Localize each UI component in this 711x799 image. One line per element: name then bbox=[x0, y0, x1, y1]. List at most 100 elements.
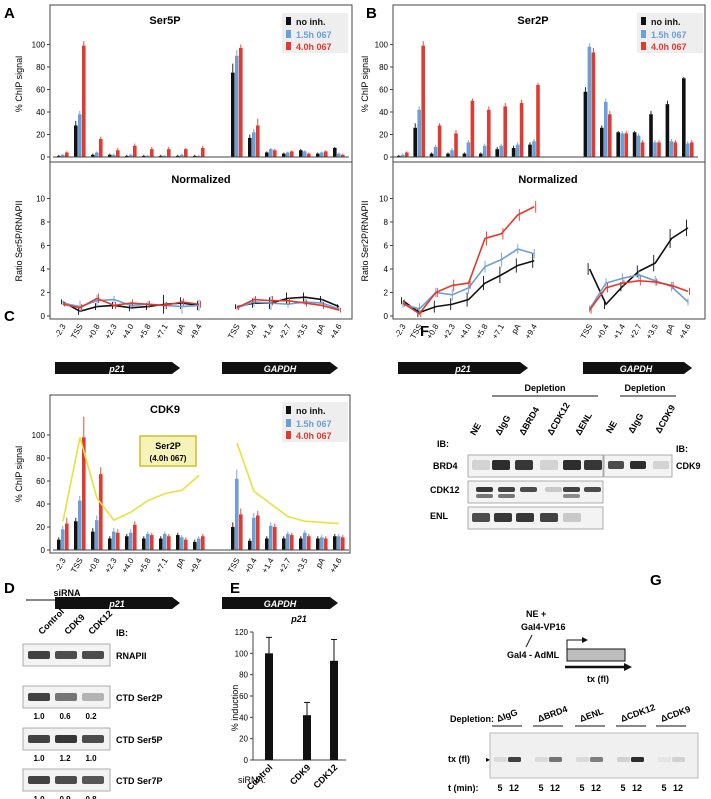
y-tick-label: 2 bbox=[41, 289, 46, 298]
bar-4-0h-067-+9.4 bbox=[201, 536, 205, 550]
x-tick-label: TSS bbox=[69, 557, 85, 575]
lane-label: CDK12 bbox=[86, 608, 114, 636]
legend-swatch-4-0h bbox=[286, 42, 291, 50]
blot-band bbox=[55, 776, 77, 784]
construct-label: Gal4 - AdML bbox=[507, 650, 560, 660]
gel-band bbox=[658, 757, 671, 762]
bar-4-0h-067-+5.8 bbox=[150, 535, 154, 550]
gel-band bbox=[672, 757, 685, 762]
x-tick-label: +3.5 bbox=[644, 322, 660, 341]
bar-no-inh--+7.1 bbox=[159, 155, 163, 157]
bar-no-inh--+1.4 bbox=[265, 152, 269, 157]
y-tick-label: 8 bbox=[384, 218, 389, 227]
bar-1-5h-067-+3.5 bbox=[303, 151, 307, 157]
bar-no-inh--+9.4 bbox=[193, 541, 197, 550]
bar-4-0h-067-+1.4 bbox=[624, 133, 628, 157]
x-tick-label: +2.3 bbox=[441, 322, 457, 341]
gel-tx-label: tx (fl) bbox=[448, 754, 470, 764]
panel-letter-e: E bbox=[230, 580, 240, 597]
gel-tx-arrow: ▸ bbox=[486, 755, 490, 764]
panel-c-frame bbox=[49, 394, 351, 554]
bar-no-inh--+9.4 bbox=[193, 155, 197, 157]
lane-label: ΔCDK9 bbox=[653, 403, 677, 435]
bar-no-inh--+0.4 bbox=[248, 137, 252, 157]
bar-control bbox=[265, 653, 273, 760]
panel-a-top-ylabel: % ChIP signal bbox=[14, 56, 24, 112]
panel-b-bottom-plot: 0 2 4 6 8 10 bbox=[379, 195, 690, 321]
gel-band bbox=[563, 460, 581, 470]
legend-swatch-4-0h bbox=[641, 42, 646, 50]
bar-1-5h-067-TSS bbox=[78, 114, 82, 157]
legend-swatch-1-5h bbox=[286, 419, 291, 427]
gel-band bbox=[498, 494, 515, 498]
legend-box bbox=[637, 13, 703, 53]
x-tick-label: +3.5 bbox=[294, 556, 310, 575]
bar-1-5h-067-TSS bbox=[587, 46, 592, 157]
time-value: 5 bbox=[497, 783, 502, 793]
bar-1-5h-067-+4.6 bbox=[337, 153, 341, 157]
gel-band bbox=[472, 460, 490, 470]
bar-4-0h-067-+4.6 bbox=[341, 154, 345, 157]
bar-1-5h-067-+9.4 bbox=[197, 155, 201, 157]
legend-swatch-no-inh bbox=[641, 17, 646, 25]
bar-no-inh--+2.7 bbox=[282, 538, 286, 550]
panel-letter-b: B bbox=[366, 5, 377, 22]
bar-1-5h-067-+0.8 bbox=[95, 520, 99, 550]
bar-1-5h-067-+1.4 bbox=[620, 133, 624, 157]
panel-b-legend: no inh. 1.5h 067 4.0h 067 bbox=[637, 13, 703, 53]
bar-4-0h-067-+4.0 bbox=[470, 100, 475, 157]
panel-b-gene-bars: p21 GAPDH bbox=[398, 362, 692, 374]
bar-1-5h-067-pA bbox=[320, 152, 324, 157]
bar-4-0h-067-pA bbox=[324, 538, 328, 550]
depletion-label: Depletion: bbox=[450, 714, 494, 724]
bar-no-inh--+3.5 bbox=[299, 538, 303, 550]
gel-band bbox=[631, 757, 644, 762]
bar-no-inh--pA bbox=[176, 535, 180, 550]
ib-label-left: IB: bbox=[437, 439, 449, 449]
gel-band bbox=[476, 487, 493, 492]
gene-bar-gapdh bbox=[222, 597, 338, 609]
line-4-0h-067 bbox=[588, 279, 689, 311]
x-tick-label: +0.8 bbox=[86, 322, 102, 341]
bar-1-5h-067-+2.7 bbox=[286, 533, 290, 550]
bar-4-0h-067--2.3 bbox=[405, 152, 409, 157]
depletion-header-right: Depletion bbox=[624, 383, 665, 393]
bar-no-inh--+2.7 bbox=[632, 132, 637, 157]
panel-c: CDK9 % ChIP signal 0 20 40 60 80 100 no inh. … bbox=[14, 394, 351, 609]
bar-4-0h-067-+0.4 bbox=[256, 515, 260, 550]
bar-1-5h-067--2.3 bbox=[61, 529, 65, 550]
bar-no-inh--+0.4 bbox=[248, 540, 252, 550]
binding-arrow bbox=[525, 634, 533, 648]
bar-no-inh--+0.8 bbox=[91, 531, 95, 550]
bar-4-0h-067-+5.8 bbox=[150, 149, 154, 157]
gene-label-gapdh: GAPDH bbox=[264, 599, 297, 609]
ser2p-overlay-line bbox=[62, 437, 200, 522]
line-no-inh- bbox=[588, 227, 689, 306]
panel-c-plot: 0 20 40 60 80 100 bbox=[32, 416, 349, 555]
blot-band bbox=[82, 776, 104, 784]
bar-1-5h-067-+7.1 bbox=[163, 533, 167, 550]
bar-4-0h-067-+7.1 bbox=[503, 106, 507, 157]
quant-value: 0.9 bbox=[59, 795, 71, 799]
bar-no-inh--+5.8 bbox=[142, 155, 146, 157]
y-tick-label: 10 bbox=[379, 195, 388, 204]
y-tick-label: 120 bbox=[235, 628, 249, 637]
group-label: ΔIgG bbox=[495, 707, 519, 724]
bar-4-0h-067--2.3 bbox=[65, 152, 69, 157]
gel-band bbox=[563, 494, 580, 498]
bar-4-0h-067-+2.7 bbox=[640, 142, 645, 157]
legend-label-4-0h: 4.0h 067 bbox=[651, 42, 687, 52]
bar-cdk12 bbox=[330, 660, 338, 760]
time-value: 5 bbox=[579, 783, 584, 793]
bar-4-0h-067-+0.8 bbox=[437, 125, 442, 157]
y-tick-label: 20 bbox=[379, 131, 388, 140]
time-label: t (min): bbox=[448, 783, 479, 793]
y-tick-label: 4 bbox=[384, 265, 389, 274]
panel-a-bottom-plot: 0 2 4 6 8 10 bbox=[36, 195, 341, 321]
group-label: ΔCDK12 bbox=[619, 702, 656, 724]
bar-no-inh--+5.8 bbox=[479, 153, 483, 157]
quant-value: 1.0 bbox=[85, 754, 97, 763]
bar-no-inh--+0.4 bbox=[600, 127, 604, 157]
bar-4-0h-067-+2.3 bbox=[116, 150, 120, 157]
bar-1-5h-067-TSS bbox=[417, 109, 421, 157]
